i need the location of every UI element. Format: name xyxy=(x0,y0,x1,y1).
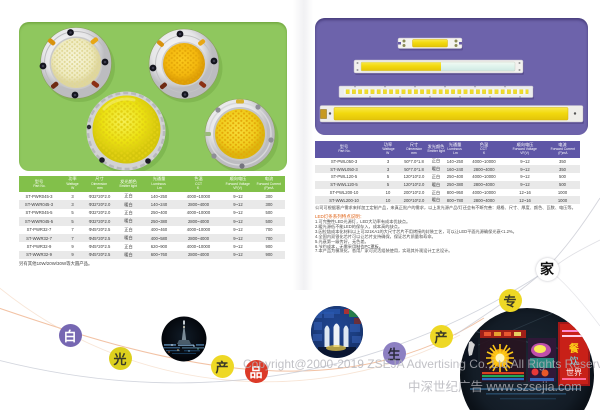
svg-text:餐: 餐 xyxy=(568,342,580,355)
svg-text:世界: 世界 xyxy=(566,367,582,377)
svg-text:饮: 饮 xyxy=(569,355,578,366)
